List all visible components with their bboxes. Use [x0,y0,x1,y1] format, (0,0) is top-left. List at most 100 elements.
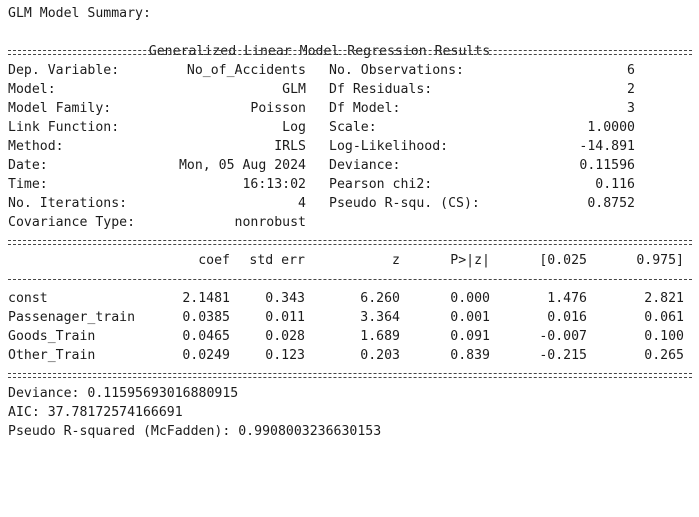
p-value: 0.001 [450,310,490,325]
info-row: Date: Mon, 05 Aug 2024 Deviance: 0.11596 [8,156,692,175]
single-rule [8,270,692,289]
column-header: 0.975] [636,253,684,268]
ci-lower-value: 0.016 [547,310,587,325]
info-row: Model Family: Poisson Df Model: 3 [8,99,692,118]
ci-lower-value: 1.476 [547,291,587,306]
info-right-label: Log-Likelihood: [329,139,449,154]
info-left-label: Dep. Variable: [8,63,120,78]
info-row: Model: GLM Df Residuals: 2 [8,80,692,99]
results-title: Generalized Linear Model Regression Resu… [148,44,491,59]
table-row: Passenager_train 0.0385 0.011 3.364 0.00… [8,308,692,327]
info-left-value: GLM [282,82,306,97]
double-rule [8,365,692,384]
info-left-value: Mon, 05 Aug 2024 [178,158,306,173]
ci-lower-value: -0.215 [539,348,587,363]
info-right-value: 0.11596 [579,158,635,173]
double-rule [8,232,692,251]
info-right-label: Pseudo R-squ. (CS): [329,196,480,211]
info-left-label: Covariance Type: [8,215,136,230]
std-err-value: 0.123 [265,348,305,363]
ci-upper-value: 0.265 [644,348,684,363]
column-header: P>|z| [450,253,490,268]
info-left-label: Link Function: [8,120,120,135]
table-row: Other_Train 0.0249 0.123 0.203 0.839 -0.… [8,346,692,365]
double-rule [8,42,692,61]
z-value: 0.203 [360,348,400,363]
info-row: No. Iterations: 4 Pseudo R-squ. (CS): 0.… [8,194,692,213]
info-left-label: Date: [8,158,48,173]
coef-table-body: const 2.1481 0.343 6.260 0.000 1.476 2.8… [8,289,692,365]
info-right-value: 2 [627,82,635,97]
summary-header-text: GLM Model Summary: [8,6,151,21]
variable-name: Passenager_train [8,310,136,325]
deviance-text: Deviance: 0.11595693016880915 [8,386,239,401]
info-left-value: No_of_Accidents [186,63,306,78]
z-value: 6.260 [360,291,400,306]
info-left-value: Log [282,120,306,135]
info-right-value: 1.0000 [587,120,635,135]
std-err-value: 0.343 [265,291,305,306]
info-left-label: Time: [8,177,48,192]
info-row: Covariance Type: nonrobust [8,213,692,232]
info-left-label: No. Iterations: [8,196,128,211]
ci-upper-value: 0.100 [644,329,684,344]
info-left-value: Poisson [250,101,306,116]
summary-header: GLM Model Summary: [8,4,692,23]
output-panel: { "header": "GLM Model Summary:", "title… [8,4,692,441]
footer-stats: Deviance: 0.11595693016880915 AIC: 37.78… [8,384,692,441]
info-right-label: No. Observations: [329,63,464,78]
p-value: 0.000 [450,291,490,306]
info-right-label: Deviance: [329,158,401,173]
footer-line: Pseudo R-squared (McFadden): 0.990800323… [8,422,692,441]
variable-name: Other_Train [8,348,96,363]
std-err-value: 0.011 [265,310,305,325]
column-header: [0.025 [539,253,587,268]
info-left-label: Model: [8,82,56,97]
info-row: Dep. Variable: No_of_Accidents No. Obser… [8,61,692,80]
info-right-value: 0.8752 [587,196,635,211]
info-right-value: 3 [627,101,635,116]
table-row: Goods_Train 0.0465 0.028 1.689 0.091 -0.… [8,327,692,346]
footer-line: Deviance: 0.11595693016880915 [8,384,692,403]
info-left-label: Model Family: [8,101,112,116]
aic-text: AIC: 37.78172574166691 [8,405,183,420]
glm-summary-output: GLM Model Summary: Generalized Linear Mo… [8,4,692,441]
info-left-label: Method: [8,139,64,154]
info-right-label: Pearson chi2: [329,177,433,192]
coef-table-header: coef std err z P>|z| [0.025 0.975] [8,251,692,270]
model-info-block: Dep. Variable: No_of_Accidents No. Obser… [8,61,692,232]
info-right-value: -14.891 [579,139,635,154]
info-right-label: Df Model: [329,101,401,116]
info-left-value: 16:13:02 [242,177,306,192]
pseudo-r-squared-text: Pseudo R-squared (McFadden): 0.990800323… [8,424,382,439]
info-right-label: Scale: [329,120,377,135]
info-left-value: 4 [298,196,306,211]
column-header: z [392,253,400,268]
info-row: Link Function: Log Scale: 1.0000 [8,118,692,137]
coef-value: 2.1481 [182,291,230,306]
coef-value: 0.0385 [182,310,230,325]
ci-upper-value: 0.061 [644,310,684,325]
std-err-value: 0.028 [265,329,305,344]
ci-upper-value: 2.821 [644,291,684,306]
info-row: Time: 16:13:02 Pearson chi2: 0.116 [8,175,692,194]
variable-name: const [8,291,48,306]
info-left-value: nonrobust [234,215,306,230]
results-title-line: Generalized Linear Model Regression Resu… [8,23,692,59]
variable-name: Goods_Train [8,329,96,344]
footer-line: AIC: 37.78172574166691 [8,403,692,422]
z-value: 1.689 [360,329,400,344]
info-right-value: 0.116 [595,177,635,192]
column-header: std err [249,253,305,268]
info-right-value: 6 [627,63,635,78]
p-value: 0.091 [450,329,490,344]
z-value: 3.364 [360,310,400,325]
info-row: Method: IRLS Log-Likelihood: -14.891 [8,137,692,156]
ci-lower-value: -0.007 [539,329,587,344]
info-left-value: IRLS [274,139,306,154]
coef-value: 0.0249 [182,348,230,363]
column-header: coef [198,253,230,268]
p-value: 0.839 [450,348,490,363]
coef-value: 0.0465 [182,329,230,344]
info-right-label: Df Residuals: [329,82,433,97]
